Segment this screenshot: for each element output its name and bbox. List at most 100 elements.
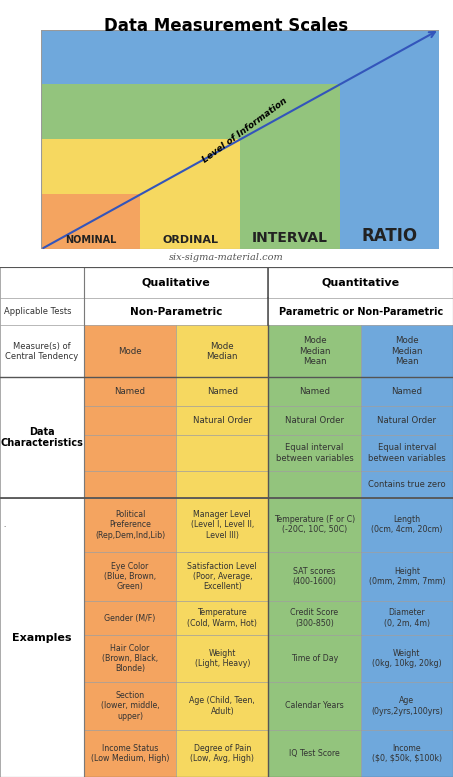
Text: IQ Test Score: IQ Test Score — [289, 749, 340, 758]
Text: .: . — [4, 522, 6, 528]
Bar — [176, 635, 268, 682]
Bar — [268, 267, 453, 298]
Bar — [268, 552, 361, 601]
Bar — [268, 406, 361, 435]
Bar — [0, 377, 84, 498]
Text: Applicable Tests: Applicable Tests — [4, 307, 71, 316]
Bar — [361, 471, 453, 498]
Bar — [84, 730, 176, 777]
Bar — [84, 326, 176, 377]
Bar — [361, 682, 453, 730]
Bar — [84, 471, 176, 498]
Bar — [176, 552, 268, 601]
Bar — [176, 326, 268, 377]
Bar — [84, 682, 176, 730]
Bar — [176, 601, 268, 635]
Bar — [361, 601, 453, 635]
Text: Mode: Mode — [118, 347, 142, 356]
Text: Weight
(Light, Heavy): Weight (Light, Heavy) — [195, 649, 250, 668]
Text: Length
(0cm, 4cm, 20cm): Length (0cm, 4cm, 20cm) — [371, 515, 443, 535]
Text: Parametric or Non-Parametric: Parametric or Non-Parametric — [279, 307, 443, 317]
Text: Income
($0, $50k, $100k): Income ($0, $50k, $100k) — [372, 744, 442, 763]
Text: Named: Named — [299, 387, 330, 396]
Text: SAT scores
(400-1600): SAT scores (400-1600) — [293, 566, 337, 586]
Bar — [361, 730, 453, 777]
Text: Examples: Examples — [12, 632, 72, 643]
Text: Data Measurement Scales: Data Measurement Scales — [105, 17, 348, 35]
Bar — [176, 682, 268, 730]
Text: Non-Parametric: Non-Parametric — [130, 307, 222, 317]
Bar — [41, 140, 240, 249]
Bar — [41, 85, 340, 249]
Text: Mode
Median: Mode Median — [207, 342, 238, 361]
Text: Time of Day: Time of Day — [291, 654, 338, 663]
Bar — [268, 601, 361, 635]
Bar — [84, 377, 176, 406]
Bar — [361, 498, 453, 552]
Text: Height
(0mm, 2mm, 7mm): Height (0mm, 2mm, 7mm) — [369, 566, 445, 586]
Bar — [361, 406, 453, 435]
Bar — [84, 498, 176, 552]
Text: Qualitative: Qualitative — [142, 277, 211, 287]
Text: Manager Level
(Level I, Level II,
Level III): Manager Level (Level I, Level II, Level … — [191, 510, 254, 540]
Bar — [361, 326, 453, 377]
Text: Natural Order: Natural Order — [285, 416, 344, 425]
Text: six-sigma-material.com: six-sigma-material.com — [169, 253, 284, 262]
Text: ORDINAL: ORDINAL — [162, 235, 218, 245]
Bar — [176, 730, 268, 777]
Text: Diameter
(0, 2m, 4m): Diameter (0, 2m, 4m) — [384, 608, 430, 628]
Bar — [41, 194, 140, 249]
Bar — [84, 406, 176, 435]
Bar — [268, 730, 361, 777]
Bar — [176, 377, 268, 406]
Bar — [268, 435, 361, 471]
Bar — [268, 498, 361, 552]
Text: Gender (M/F): Gender (M/F) — [104, 614, 155, 622]
Bar — [361, 435, 453, 471]
Bar — [268, 471, 361, 498]
Bar — [84, 635, 176, 682]
Text: Named: Named — [391, 387, 422, 396]
Bar — [0, 326, 84, 377]
Bar — [268, 682, 361, 730]
Text: Equal interval
between variables: Equal interval between variables — [368, 444, 446, 463]
Bar — [0, 267, 84, 298]
Bar — [84, 552, 176, 601]
Text: Contains true zero: Contains true zero — [368, 480, 446, 489]
Bar — [176, 435, 268, 471]
Text: NOMINAL: NOMINAL — [65, 235, 116, 245]
Text: Credit Score
(300-850): Credit Score (300-850) — [290, 608, 338, 628]
Text: Section
(lower, middle,
upper): Section (lower, middle, upper) — [101, 691, 159, 721]
Bar — [176, 498, 268, 552]
Text: Named: Named — [115, 387, 145, 396]
Text: Political
Preference
(Rep,Dem,Ind,Lib): Political Preference (Rep,Dem,Ind,Lib) — [95, 510, 165, 540]
Text: Mode
Median
Mean: Mode Median Mean — [299, 336, 330, 366]
Text: Natural Order: Natural Order — [377, 416, 436, 425]
Text: Hair Color
(Brown, Black,
Blonde): Hair Color (Brown, Black, Blonde) — [102, 643, 158, 674]
Text: Eye Color
(Blue, Brown,
Green): Eye Color (Blue, Brown, Green) — [104, 562, 156, 591]
Text: RATIO: RATIO — [361, 227, 418, 245]
Text: Calendar Years: Calendar Years — [285, 702, 344, 710]
Bar — [0, 298, 84, 326]
Text: Mode
Median
Mean: Mode Median Mean — [391, 336, 423, 366]
Text: Income Status
(Low Medium, High): Income Status (Low Medium, High) — [91, 744, 169, 763]
Text: INTERVAL: INTERVAL — [252, 231, 328, 245]
Text: Natural Order: Natural Order — [193, 416, 252, 425]
Text: Degree of Pain
(Low, Avg, High): Degree of Pain (Low, Avg, High) — [190, 744, 254, 763]
Bar — [268, 377, 361, 406]
Bar — [0, 498, 84, 777]
Bar — [84, 267, 268, 298]
Bar — [84, 435, 176, 471]
Bar — [176, 471, 268, 498]
Text: Temperature (F or C)
(-20C, 10C, 50C): Temperature (F or C) (-20C, 10C, 50C) — [274, 515, 355, 535]
Text: Weight
(0kg, 10kg, 20kg): Weight (0kg, 10kg, 20kg) — [372, 649, 442, 668]
Bar — [176, 406, 268, 435]
Text: Named: Named — [207, 387, 238, 396]
Bar — [268, 635, 361, 682]
Bar — [361, 377, 453, 406]
Bar — [0, 267, 84, 777]
Text: Satisfaction Level
(Poor, Average,
Excellent): Satisfaction Level (Poor, Average, Excel… — [188, 562, 257, 591]
Text: Measure(s) of
Central Tendency: Measure(s) of Central Tendency — [5, 342, 78, 361]
Bar — [84, 267, 453, 777]
Text: Equal interval
between variables: Equal interval between variables — [276, 444, 353, 463]
